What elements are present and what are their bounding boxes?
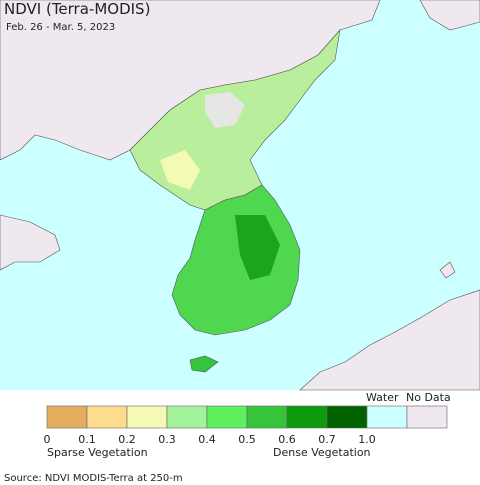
legend-tick: 0.2 xyxy=(118,433,136,446)
dense-label: Dense Vegetation xyxy=(273,446,371,459)
sparse-label: Sparse Vegetation xyxy=(47,446,148,459)
jeju xyxy=(189,355,219,373)
legend-tick: 0 xyxy=(44,433,51,446)
text-layer: NDVI (Terra-MODIS) Feb. 26 - Mar. 5, 202… xyxy=(4,0,451,484)
legend-tick: 0.5 xyxy=(238,433,256,446)
legend-tick: 0.7 xyxy=(318,433,336,446)
no-data-patch xyxy=(205,92,245,128)
sparse-patch xyxy=(160,150,200,190)
title: NDVI (Terra-MODIS) xyxy=(4,0,150,18)
date: Feb. 26 - Mar. 5, 2023 xyxy=(6,22,115,33)
legend-swatch xyxy=(326,405,368,429)
legend-swatch xyxy=(206,405,248,429)
water-label: Water xyxy=(366,391,399,404)
shandong-land xyxy=(0,214,61,271)
russia-land xyxy=(419,0,480,31)
legend-tick: 0.6 xyxy=(278,433,296,446)
legend-tick: 0.3 xyxy=(158,433,176,446)
legend-tick: 0.1 xyxy=(78,433,96,446)
legend-swatch xyxy=(246,405,288,429)
legend-swatch xyxy=(286,405,328,429)
dense-patch xyxy=(235,215,280,280)
legend-tick: 0.4 xyxy=(198,433,216,446)
nodata-label: No Data xyxy=(406,391,451,404)
legend-swatch xyxy=(166,405,208,429)
source: Source: NDVI MODIS-Terra at 250-m xyxy=(4,473,183,484)
legend: 0 0.1 0.2 0.3 0.4 0.5 0.6 0.7 1.0 xyxy=(44,405,448,446)
japan-land xyxy=(299,289,480,391)
legend-swatch xyxy=(406,405,448,429)
legend-tick: 1.0 xyxy=(358,433,376,446)
legend-swatch xyxy=(126,405,168,429)
legend-swatch xyxy=(366,405,408,429)
legend-swatch xyxy=(46,405,88,429)
island xyxy=(439,261,456,279)
legend-swatch xyxy=(86,405,128,429)
